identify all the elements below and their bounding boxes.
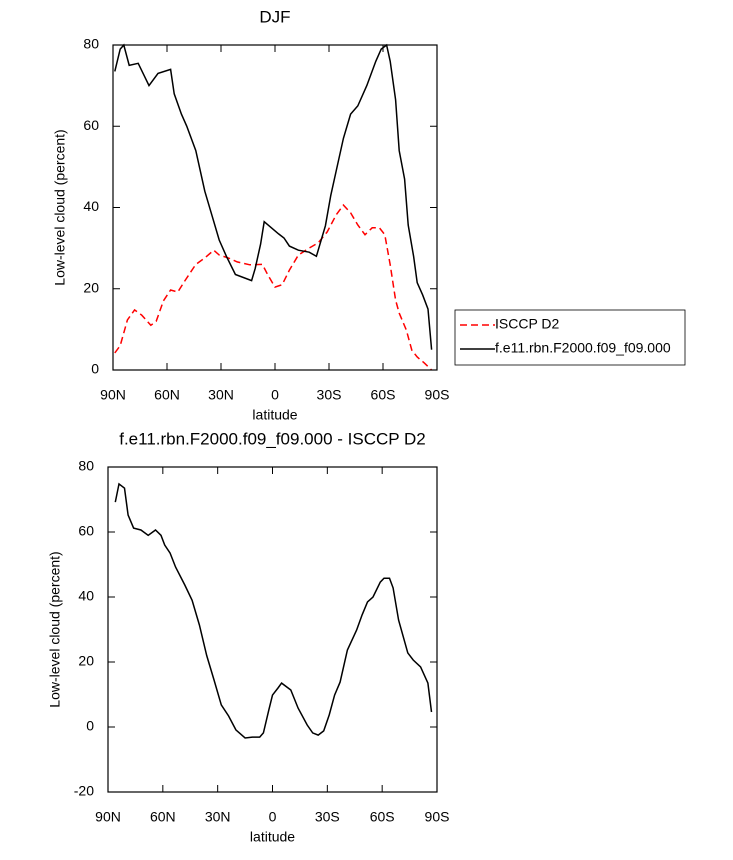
y-tick-label: -20 (74, 783, 94, 799)
data-line (114, 482, 433, 739)
y-tick-label: 40 (83, 198, 99, 214)
y-tick-label: 0 (86, 718, 94, 734)
x-tick-label: 30N (205, 809, 231, 825)
data-line (114, 203, 433, 371)
y-tick-label: 80 (78, 458, 94, 474)
x-tick-label: 90N (100, 387, 126, 403)
plot-frame (112, 44, 438, 371)
legend-label: f.e11.rbn.F2000.f09_f09.000 (495, 340, 671, 356)
y-axis-label: Low-level cloud (percent) (47, 551, 63, 707)
chart-title: f.e11.rbn.F2000.f09_f09.000 - ISCCP D2 (119, 429, 426, 448)
data-line (114, 43, 433, 350)
chart-title: DJF (259, 7, 290, 26)
x-tick-label: 90S (425, 387, 450, 403)
x-tick-label: 30S (315, 809, 340, 825)
x-tick-label: 60S (371, 387, 396, 403)
y-tick-label: 60 (83, 117, 99, 133)
x-tick-label: 0 (271, 387, 279, 403)
y-tick-label: 40 (78, 588, 94, 604)
y-tick-label: 20 (83, 279, 99, 295)
x-tick-label: 0 (269, 809, 277, 825)
legend-label: ISCCP D2 (495, 316, 560, 332)
y-tick-label: 20 (78, 653, 94, 669)
x-tick-label: 90S (425, 809, 450, 825)
x-axis-label: latitude (252, 407, 297, 423)
x-tick-label: 60S (370, 809, 395, 825)
x-tick-label: 30N (208, 387, 234, 403)
y-tick-label: 0 (91, 361, 99, 377)
x-tick-label: 60N (154, 387, 180, 403)
y-tick-label: 80 (83, 36, 99, 52)
x-tick-label: 30S (317, 387, 342, 403)
plot-frame (107, 466, 438, 793)
y-tick-label: 60 (78, 523, 94, 539)
x-axis-label: latitude (250, 829, 295, 845)
y-axis-label: Low-level cloud (percent) (52, 129, 68, 285)
legend-box (454, 309, 686, 366)
x-tick-label: 60N (150, 809, 176, 825)
x-tick-label: 90N (95, 809, 121, 825)
